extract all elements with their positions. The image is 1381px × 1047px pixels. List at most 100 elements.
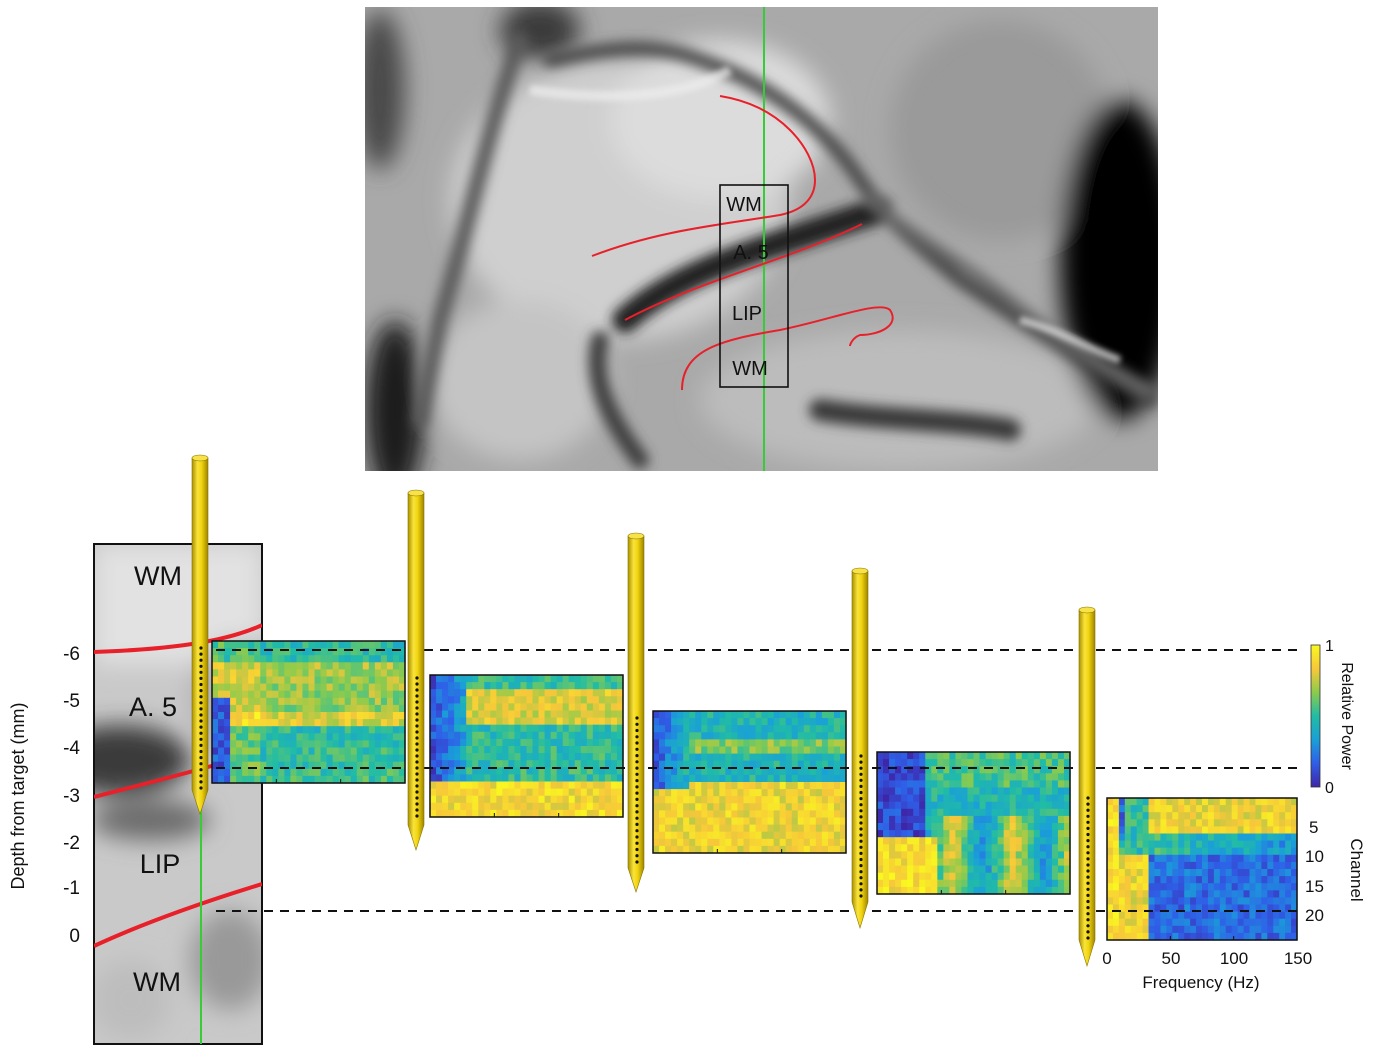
- spectrogram-cell: [598, 753, 606, 761]
- spectrogram-cell: [320, 648, 328, 656]
- spectrogram-cell: [362, 655, 370, 663]
- spectrogram-cell: [386, 697, 394, 706]
- spectrogram-cell: [767, 732, 775, 740]
- spectrogram-cell: [508, 710, 516, 719]
- spectrogram-cell: [598, 710, 606, 719]
- spectrogram-cell: [436, 682, 443, 690]
- spectrogram-cell: [1225, 805, 1233, 813]
- spectrogram-cell: [961, 851, 969, 860]
- spectrogram-cell: [212, 719, 219, 727]
- spectrogram-cell: [1130, 932, 1138, 941]
- spectrogram-cell: [1015, 858, 1023, 867]
- spectrogram-cell: [1261, 890, 1268, 898]
- spectrogram-cell: [1015, 865, 1023, 874]
- spectrogram-cell: [925, 844, 932, 852]
- spectrogram-cell: [338, 655, 346, 663]
- spectrogram-cell: [889, 858, 896, 867]
- spectrogram-cell: [314, 662, 322, 670]
- spectrogram-cell: [526, 767, 534, 775]
- spectrogram-cell: [1261, 826, 1268, 835]
- spectrogram-cell: [290, 662, 298, 670]
- spectrogram-cell: [701, 774, 708, 783]
- spectrogram-cell: [380, 754, 388, 763]
- spectrogram-cell: [901, 886, 908, 895]
- spectrogram-cell: [877, 808, 884, 817]
- spectrogram-cell: [362, 754, 370, 763]
- spectrogram-cell: [266, 662, 273, 670]
- spectrogram-cell: [1051, 851, 1059, 860]
- spectrogram-cell: [1107, 833, 1114, 842]
- spectrogram-cell: [1231, 911, 1239, 920]
- spectrogram-cell: [761, 732, 769, 740]
- spectrogram-cell: [326, 740, 334, 749]
- spectrogram-cell: [398, 733, 406, 741]
- spectrogram-cell: [1285, 833, 1292, 842]
- spectrogram-cell: [448, 781, 455, 790]
- spectrogram-cell: [1249, 847, 1257, 856]
- spectrogram-cell: [827, 774, 835, 783]
- spectrogram-cell: [460, 802, 467, 811]
- spectrogram-cell: [659, 746, 666, 755]
- spectrogram-cell: [338, 754, 346, 763]
- spectrogram-cell: [236, 761, 243, 770]
- spectrogram-cell: [785, 753, 793, 762]
- spectrogram-cell: [1148, 847, 1156, 856]
- spectrogram-cell: [1219, 890, 1227, 898]
- spectrogram-cell: [821, 753, 829, 762]
- spectrogram-cell: [725, 711, 733, 719]
- spectrogram-cell: [508, 809, 516, 818]
- spectrogram-cell: [653, 810, 660, 819]
- spectrogram-cell: [997, 759, 1005, 767]
- spectrogram-cell: [520, 788, 528, 797]
- spectrogram-cell: [833, 796, 841, 804]
- spectrogram-cell: [332, 775, 340, 784]
- spectrogram-cell: [580, 746, 588, 754]
- spectrogram-cell: [901, 759, 908, 767]
- spectrogram-cell: [961, 766, 969, 774]
- spectrogram-cell: [484, 788, 491, 797]
- spectrogram-cell: [436, 703, 443, 712]
- spectrogram-cell: [1267, 883, 1274, 891]
- spectrogram-cell: [448, 724, 455, 733]
- spectrogram-cell: [821, 774, 829, 783]
- spectrogram-cell: [1285, 918, 1292, 927]
- spectrogram-cell: [1190, 904, 1197, 913]
- spectrogram-cell: [1057, 844, 1065, 852]
- spectrogram-cell: [1033, 752, 1041, 760]
- spectrogram-cell: [931, 837, 938, 845]
- spectrogram-cell: [338, 704, 346, 713]
- spectrogram-cell: [749, 739, 757, 748]
- spectrogram-cell: [460, 717, 467, 726]
- spectrogram-cell: [665, 796, 672, 804]
- spectrogram-cell: [695, 782, 702, 790]
- spectrogram-cell: [502, 724, 510, 733]
- spectrogram-cell: [943, 773, 950, 781]
- spectrogram-cell: [1118, 833, 1126, 842]
- spectrogram-cell: [290, 768, 298, 777]
- spectrogram-cell: [665, 760, 672, 769]
- spectrogram-cell: [544, 682, 552, 690]
- spectrogram-cell: [827, 725, 835, 733]
- spectrogram-cell: [1124, 890, 1132, 898]
- spectrogram-cell: [671, 725, 678, 733]
- spectrogram-cell: [1118, 883, 1126, 891]
- spectrogram-cell: [532, 767, 540, 775]
- spectrogram-cell: [454, 696, 461, 704]
- spectrogram-cell: [1237, 918, 1245, 927]
- spectrogram-cell: [1124, 819, 1132, 827]
- spectrogram-cell: [460, 710, 467, 719]
- spectrogram-cell: [1207, 876, 1215, 884]
- spectrogram-cell: [556, 802, 564, 811]
- spectrogram-cell: [1160, 876, 1167, 884]
- spectrogram-cell: [1107, 890, 1114, 898]
- spectrogram-cell: [1172, 847, 1179, 856]
- spectrogram-cell: [731, 739, 739, 748]
- spectrogram-cell: [526, 809, 534, 818]
- spectrogram-cell: [877, 780, 884, 789]
- spectrogram-cell: [797, 718, 805, 726]
- spectrogram-cell: [827, 718, 835, 726]
- spectrogram-cell: [1009, 865, 1017, 874]
- spectrogram-cell: [839, 718, 847, 726]
- spectrogram-cell: [883, 865, 890, 874]
- spectrogram-cell: [314, 775, 322, 784]
